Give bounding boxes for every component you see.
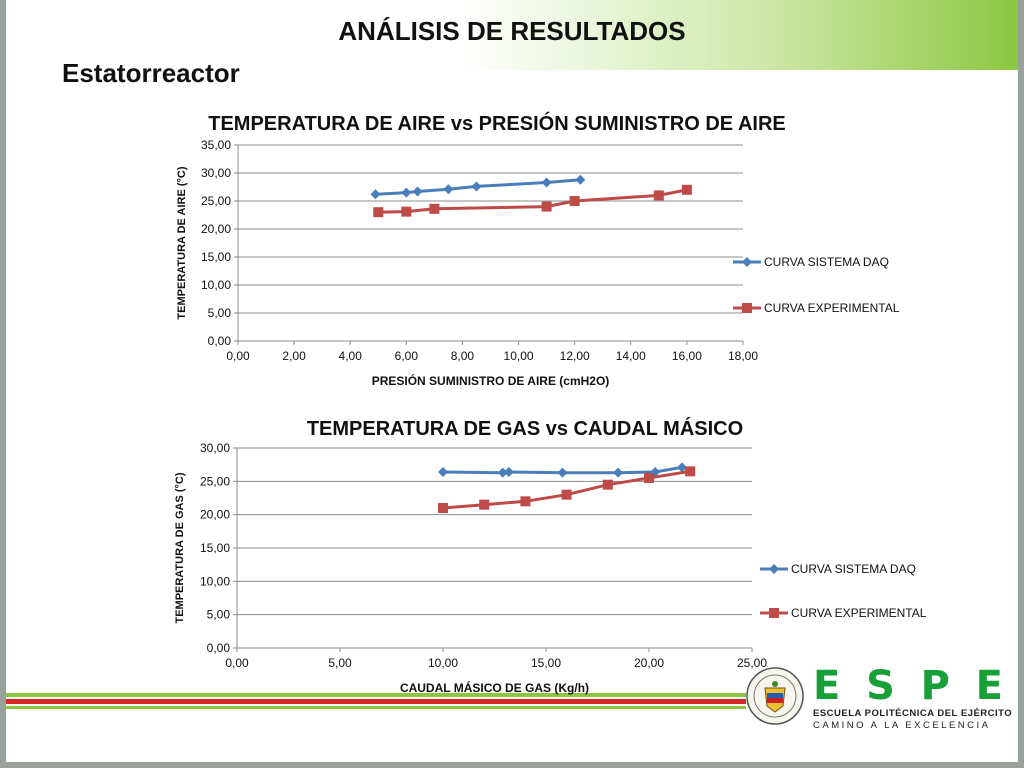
chart-title: TEMPERATURA DE GAS vs CAUDAL MÁSICO [307, 417, 743, 440]
bottom-red-stripe [6, 699, 746, 704]
legend-label: CURVA SISTEMA DAQ [764, 255, 889, 269]
x-tick-label: 0,00 [225, 656, 249, 670]
header-band [0, 0, 1024, 70]
y-tick-label: 10,00 [201, 278, 231, 292]
y-tick-label: 5,00 [208, 306, 232, 320]
y-tick-label: 20,00 [200, 508, 230, 522]
x-tick-label: 12,00 [560, 349, 590, 363]
right-border [1018, 0, 1024, 768]
data-point [541, 201, 552, 212]
data-point [602, 479, 613, 490]
chart-title: TEMPERATURA DE AIRE vs PRESIÓN SUMINISTR… [208, 111, 785, 135]
legend-marker [769, 564, 779, 574]
espe-seal-icon [746, 667, 804, 725]
data-point [653, 190, 664, 201]
legend-label: CURVA EXPERIMENTAL [764, 301, 900, 315]
x-tick-label: 15,00 [531, 656, 561, 670]
bottom-border [0, 762, 1024, 768]
data-point [541, 177, 552, 188]
x-tick-label: 25,00 [737, 656, 767, 670]
y-tick-label: 0,00 [207, 641, 231, 655]
x-axis-label: CAUDAL MÁSICO DE GAS (Kg/h) [400, 680, 589, 695]
data-point [503, 467, 514, 477]
data-point [685, 466, 696, 477]
logo-letter: E [813, 663, 841, 709]
legend-label: CURVA EXPERIMENTAL [791, 606, 927, 620]
data-point [613, 467, 624, 478]
logo-letter: S [866, 663, 895, 709]
x-axis-label: PRESIÓN SUMINISTRO DE AIRE (cmH2O) [372, 373, 610, 388]
data-point [370, 189, 381, 200]
y-tick-label: 15,00 [200, 541, 230, 555]
y-axis-label: TEMPERATURA DE GAS (°C) [174, 472, 186, 623]
x-tick-label: 20,00 [634, 656, 664, 670]
x-tick-label: 5,00 [328, 656, 352, 670]
data-point [471, 181, 482, 192]
y-tick-label: 25,00 [201, 194, 231, 208]
espe-logo: E S P E ESCUELA POLITÉCNICA DEL EJÉRCITO… [745, 662, 1015, 732]
legend-label: CURVA SISTEMA DAQ [791, 562, 916, 576]
y-tick-label: 0,00 [208, 334, 232, 348]
data-point [557, 467, 568, 478]
data-point [681, 184, 692, 195]
data-point [676, 462, 687, 473]
x-tick-label: 16,00 [672, 349, 702, 363]
data-point [438, 503, 448, 513]
x-tick-label: 8,00 [451, 349, 475, 363]
data-point [497, 467, 508, 478]
x-tick-label: 2,00 [282, 349, 306, 363]
logo-line-2: CAMINO A LA EXCELENCIA [813, 720, 991, 731]
data-point [479, 499, 490, 510]
data-point [644, 473, 654, 483]
data-point [412, 186, 423, 197]
data-point [561, 489, 572, 500]
y-tick-label: 25,00 [200, 474, 230, 488]
data-point [438, 467, 448, 477]
bottom-green-stripe-2 [6, 706, 746, 709]
data-point [575, 174, 586, 185]
y-tick-label: 5,00 [207, 608, 231, 622]
y-tick-label: 30,00 [200, 441, 230, 455]
x-tick-label: 10,00 [504, 349, 534, 363]
slide-title: ANÁLISIS DE RESULTADOS [338, 16, 686, 46]
data-point [401, 187, 412, 198]
y-tick-label: 20,00 [201, 222, 231, 236]
x-tick-label: 10,00 [428, 656, 458, 670]
y-tick-label: 35,00 [201, 138, 231, 152]
logo-line-1: ESCUELA POLITÉCNICA DEL EJÉRCITO [813, 708, 1013, 719]
data-point [443, 184, 454, 195]
legend-marker [742, 303, 752, 313]
logo-letter: E [975, 663, 1003, 709]
legend-marker [769, 608, 779, 618]
left-border [0, 0, 6, 768]
x-tick-label: 4,00 [339, 349, 363, 363]
data-point [569, 196, 580, 206]
x-tick-label: 18,00 [728, 349, 758, 363]
data-point [429, 203, 440, 214]
slide-subtitle: Estatorreactor [62, 58, 240, 88]
y-tick-label: 10,00 [200, 574, 230, 588]
data-point [401, 206, 412, 217]
espe-wordmark: E S P E [813, 666, 1003, 706]
bottom-green-stripe [6, 693, 746, 697]
y-axis-label: TEMPERATURA DE AIRE (°C) [176, 166, 188, 319]
data-point [373, 207, 384, 218]
legend-marker [742, 257, 752, 267]
y-tick-label: 15,00 [201, 250, 231, 264]
x-tick-label: 14,00 [616, 349, 646, 363]
x-tick-label: 6,00 [395, 349, 419, 363]
x-tick-label: 0,00 [226, 349, 250, 363]
logo-letter: P [920, 663, 950, 709]
y-tick-label: 30,00 [201, 166, 231, 180]
data-point [520, 496, 531, 507]
